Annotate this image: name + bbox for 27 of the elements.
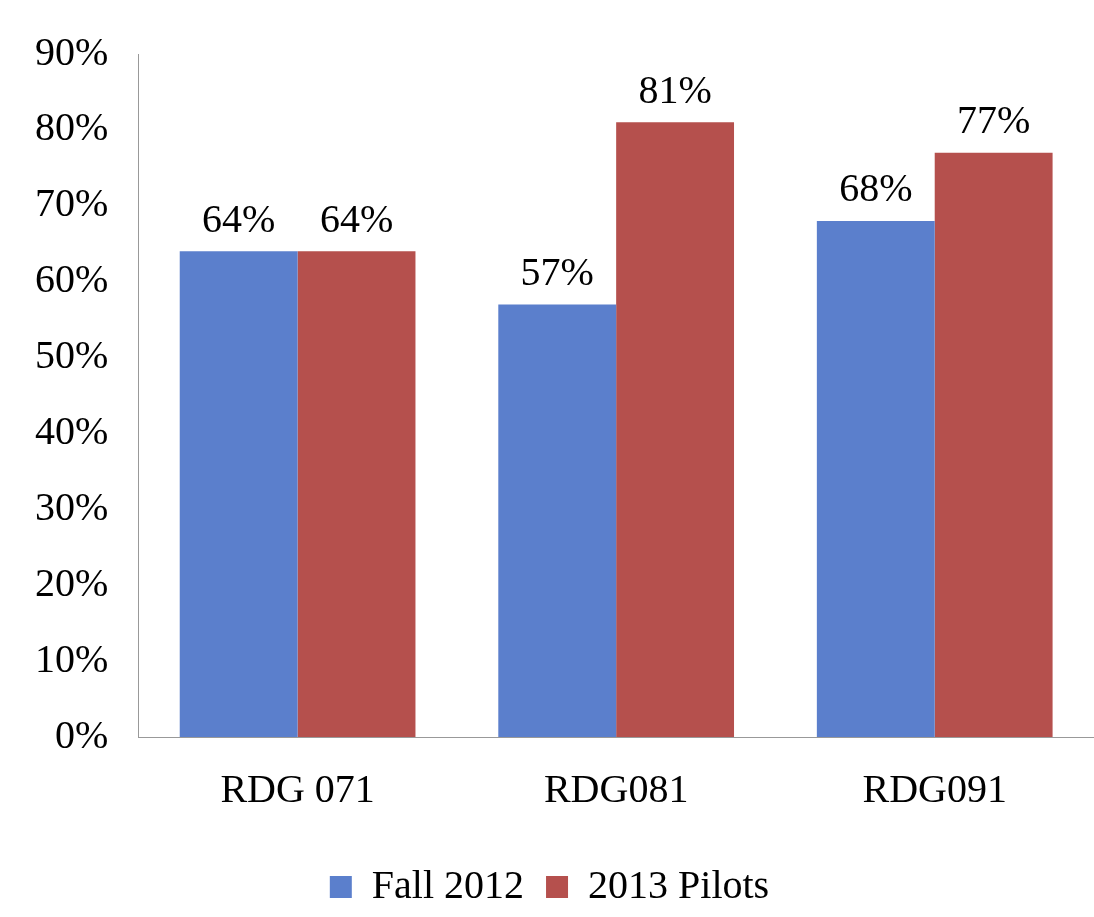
y-tick-label: 90% [34,28,109,74]
x-tick-label: RDG081 [543,765,689,811]
bar [816,220,935,737]
data-label: 81% [638,66,712,112]
y-tick-label: 80% [34,104,109,150]
bar [297,251,416,737]
data-label: 57% [520,248,594,294]
y-tick-label: 40% [34,407,109,453]
legend-label: Fall 2012 [371,861,525,907]
y-tick-label: 50% [34,332,109,378]
bar [179,251,298,737]
data-label: 77% [956,97,1031,143]
bar [498,304,617,737]
bar [616,122,735,737]
y-tick-label: 60% [34,256,109,302]
y-tick-label: 30% [34,483,109,529]
x-tick-label: RDG 071 [220,765,375,811]
data-label: 68% [839,165,913,211]
data-label: 64% [202,195,276,241]
y-tick-label: 0% [54,711,109,757]
bar [934,152,1053,737]
legend-label: 2013 Pilots [588,861,770,907]
y-tick-label: 70% [34,180,109,226]
y-tick-label: 20% [34,559,109,605]
y-tick-label: 10% [34,635,109,681]
x-tick-label: RDG091 [862,765,1007,811]
data-label: 64% [319,195,394,241]
